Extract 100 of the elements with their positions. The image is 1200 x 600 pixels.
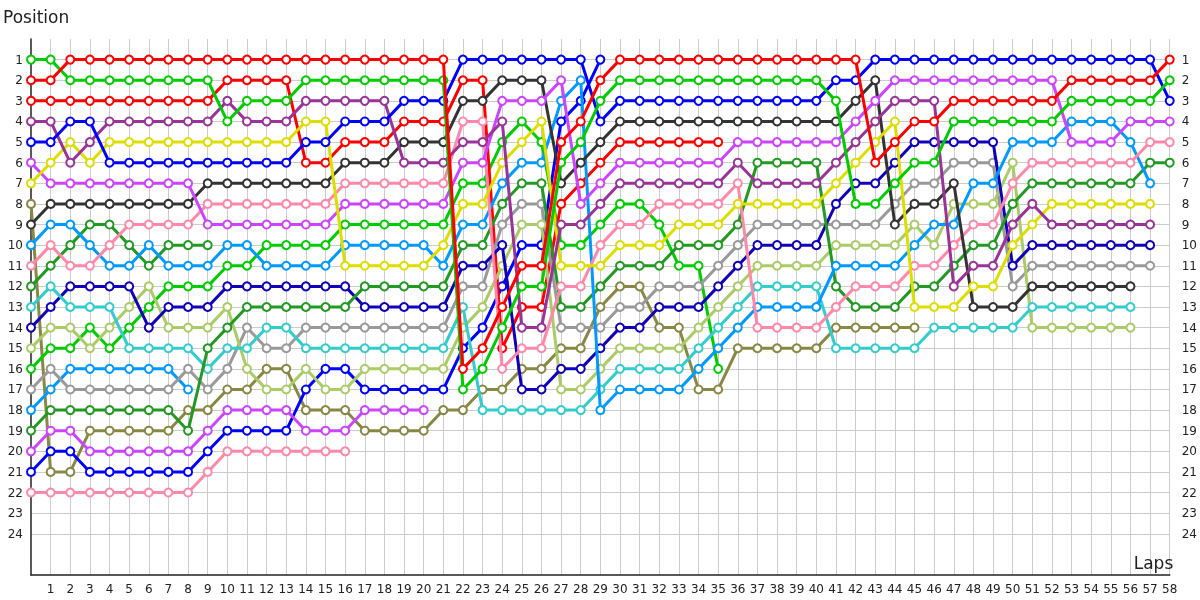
x-tick-label: 25 bbox=[514, 582, 530, 596]
y-tick-label: 5 bbox=[15, 135, 23, 150]
x-tick-label: 29 bbox=[592, 582, 609, 596]
x-tick-label: 24 bbox=[494, 582, 510, 596]
x-tick-label: 2 bbox=[66, 582, 75, 596]
y2-tick-label: 14 bbox=[1181, 320, 1198, 335]
y-tick-label: 18 bbox=[7, 403, 23, 418]
x-tick-label: 56 bbox=[1122, 582, 1139, 596]
y-tick-label: 9 bbox=[15, 217, 23, 232]
x-axis-title: Laps bbox=[1133, 552, 1174, 573]
y2-tick-label: 7 bbox=[1181, 176, 1190, 191]
x-tick-label: 16 bbox=[337, 582, 353, 596]
x-tick-label: 43 bbox=[867, 582, 883, 596]
y-tick-label: 22 bbox=[7, 485, 23, 500]
x-tick-label: 19 bbox=[396, 582, 412, 596]
y-tick-label: 3 bbox=[15, 93, 23, 108]
y2-tick-label: 8 bbox=[1181, 196, 1190, 211]
x-tick-label: 8 bbox=[184, 582, 192, 596]
y2-tick-label: 13 bbox=[1181, 300, 1198, 314]
y2-tick-label: 1 bbox=[1181, 52, 1190, 67]
x-tick-label: 4 bbox=[105, 582, 114, 596]
x-tick-label: 34 bbox=[690, 582, 707, 596]
y-tick-label: 17 bbox=[7, 382, 23, 397]
y2-tick-label: 22 bbox=[1181, 485, 1198, 500]
x-tick-label: 41 bbox=[828, 582, 844, 596]
y2-tick-label: 9 bbox=[1181, 217, 1190, 232]
y2-tick-label: 10 bbox=[1181, 238, 1198, 253]
x-tick-label: 28 bbox=[573, 582, 589, 596]
x-tick-label: 1 bbox=[46, 582, 55, 596]
x-tick-label: 57 bbox=[1142, 582, 1158, 596]
x-tick-label: 7 bbox=[164, 582, 173, 596]
x-tick-label: 38 bbox=[769, 582, 785, 596]
y2-tick-label: 17 bbox=[1181, 382, 1198, 397]
x-tick-label: 21 bbox=[435, 582, 451, 596]
y2-tick-label: 21 bbox=[1181, 464, 1198, 479]
x-tick-label: 45 bbox=[906, 582, 923, 596]
x-tick-label: 9 bbox=[203, 582, 212, 596]
y2-tick-label: 12 bbox=[1181, 279, 1198, 294]
x-tick-label: 15 bbox=[317, 582, 334, 596]
y2-tick-label: 5 bbox=[1181, 135, 1190, 150]
x-tick-label: 35 bbox=[710, 582, 726, 596]
y-tick-label: 7 bbox=[15, 176, 23, 191]
x-tick-label: 6 bbox=[144, 582, 153, 596]
y2-tick-label: 2 bbox=[1181, 73, 1190, 88]
y2-tick-label: 3 bbox=[1181, 93, 1190, 108]
x-tick-label: 42 bbox=[847, 582, 864, 596]
x-tick-label: 37 bbox=[749, 582, 766, 596]
y2-tick-label: 19 bbox=[1181, 423, 1198, 438]
x-tick-label: 51 bbox=[1024, 582, 1040, 596]
x-tick-label: 46 bbox=[926, 582, 942, 596]
y-tick-label: 21 bbox=[7, 464, 23, 479]
x-tick-label: 14 bbox=[298, 582, 314, 596]
x-tick-label: 32 bbox=[651, 582, 667, 596]
y-tick-label: 12 bbox=[7, 279, 23, 294]
x-tick-label: 40 bbox=[808, 582, 824, 596]
x-tick-label: 20 bbox=[416, 582, 432, 596]
x-tick-label: 44 bbox=[887, 582, 903, 596]
y-tick-label: 1 bbox=[15, 52, 23, 67]
y-tick-label: 4 bbox=[15, 114, 23, 129]
y-tick-label: 8 bbox=[15, 196, 23, 211]
x-tick-label: 30 bbox=[612, 582, 628, 596]
x-tick-label: 48 bbox=[965, 582, 982, 596]
x-tick-label: 11 bbox=[239, 582, 255, 596]
x-tick-label: 53 bbox=[1063, 582, 1080, 596]
y2-tick-label: 23 bbox=[1181, 506, 1198, 521]
y2-tick-label: 6 bbox=[1181, 155, 1190, 170]
x-tick-label: 50 bbox=[1005, 582, 1021, 596]
y-tick-label: 19 bbox=[7, 423, 23, 438]
y-tick-label: 20 bbox=[7, 444, 23, 459]
y2-tick-label: 4 bbox=[1181, 114, 1190, 129]
y2-tick-label: 11 bbox=[1181, 258, 1198, 273]
x-tick-label: 22 bbox=[455, 582, 471, 596]
y-tick-label: 16 bbox=[7, 361, 23, 376]
y-tick-label: 6 bbox=[15, 155, 23, 170]
y-tick-label: 15 bbox=[7, 341, 23, 356]
y-tick-label: 2 bbox=[15, 73, 23, 88]
x-tick-label: 17 bbox=[357, 582, 373, 596]
x-tick-label: 49 bbox=[985, 582, 1001, 596]
y-tick-label: 23 bbox=[7, 506, 23, 521]
y-tick-label: 11 bbox=[7, 258, 23, 273]
y-tick-label: 14 bbox=[7, 320, 23, 335]
y-tick-label: 10 bbox=[7, 238, 23, 253]
x-tick-label: 13 bbox=[278, 582, 294, 596]
y2-tick-label: 18 bbox=[1181, 403, 1198, 418]
x-tick-label: 18 bbox=[376, 582, 393, 596]
x-tick-label: 54 bbox=[1083, 582, 1099, 596]
x-tick-label: 33 bbox=[671, 582, 687, 596]
y-axis-title: Position bbox=[3, 6, 70, 27]
x-tick-label: 31 bbox=[631, 582, 648, 596]
y2-tick-label: 16 bbox=[1181, 361, 1198, 376]
x-tick-label: 52 bbox=[1044, 582, 1060, 596]
x-tick-label: 27 bbox=[553, 582, 569, 596]
x-tick-label: 55 bbox=[1103, 582, 1119, 596]
y-tick-label: 24 bbox=[7, 526, 23, 541]
x-tick-label: 26 bbox=[533, 582, 550, 596]
x-tick-label: 12 bbox=[258, 582, 275, 596]
x-tick-label: 23 bbox=[474, 582, 491, 596]
x-tick-label: 39 bbox=[789, 582, 805, 596]
x-tick-label: 3 bbox=[86, 582, 94, 596]
x-tick-label: 58 bbox=[1162, 582, 1178, 596]
